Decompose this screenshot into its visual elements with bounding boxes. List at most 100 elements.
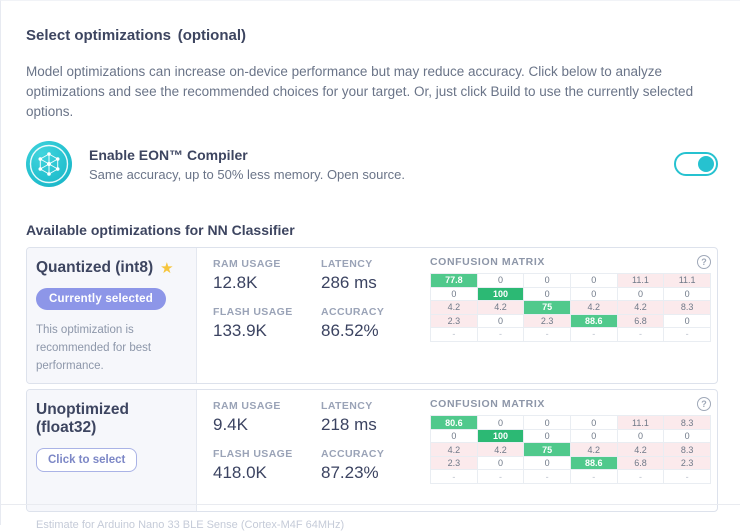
matrix-cell: 4.2 (616, 300, 665, 315)
matrix-row: 2.3 0 0 88.6 6.8 2.3 (430, 455, 711, 471)
matrix-cell: 0 (523, 455, 571, 471)
matrix-cell: 6.8 (616, 313, 665, 328)
matrix-cell: - (616, 469, 665, 484)
confusion-matrix-title: CONFUSION MATRIX (430, 398, 545, 411)
eon-network-icon (26, 141, 72, 187)
matrix-cell: 0 (523, 415, 571, 430)
matrix-cell: 0 (523, 428, 571, 444)
help-icon[interactable]: ? (697, 255, 711, 269)
stat: ACCURACY 87.23% (321, 448, 431, 483)
optimization-card[interactable]: Quantized (int8) ★ Currently selected Th… (26, 247, 718, 385)
matrix-cell: - (430, 327, 478, 342)
matrix-cell: 0 (476, 455, 525, 471)
matrix-cell: - (616, 327, 665, 342)
option-summary: Quantized (int8) ★ Currently selected Th… (27, 248, 197, 384)
matrix-cell: 0 (476, 415, 525, 430)
stat-label: FLASH USAGE (213, 448, 293, 461)
matrix-cell: 77.8 (430, 273, 478, 288)
stat-label: RAM USAGE (213, 258, 281, 270)
matrix-cell: 2.3 (430, 313, 478, 328)
matrix-cell: 100 (476, 428, 525, 444)
matrix-cell: 0 (569, 286, 618, 301)
matrix-cell: - (476, 469, 525, 484)
stat-value: 418.0K (213, 463, 267, 483)
click-to-select-button[interactable]: Click to select (36, 448, 138, 473)
stat-value: 133.9K (213, 321, 267, 340)
estimate-note: Estimate for Arduino Nano 33 BLE Sense (… (36, 519, 345, 531)
matrix-cell: 11.1 (616, 273, 665, 288)
matrix-cell: - (523, 469, 571, 484)
option-title: Unoptimized (float32) (36, 401, 129, 437)
stat: ACCURACY 86.52% (321, 306, 431, 341)
matrix-row: 80.6 0 0 0 11.1 8.3 (430, 415, 711, 430)
matrix-cell: 0 (569, 273, 618, 288)
matrix-cell: 4.2 (476, 442, 525, 457)
matrix-cell: 4.2 (616, 442, 665, 457)
matrix-cell: 8.3 (663, 442, 711, 457)
matrix-cell: - (476, 327, 525, 342)
matrix-cell: 11.1 (616, 415, 665, 430)
matrix-cell: 0 (663, 286, 711, 301)
matrix-cell: 0 (523, 273, 571, 288)
options-list: Quantized (int8) ★ Currently selected Th… (26, 247, 718, 513)
stat: FLASH USAGE 133.9K (213, 306, 321, 341)
matrix-cell: 88.6 (569, 455, 618, 471)
matrix-cell: 0 (616, 428, 665, 444)
confusion-matrix-block: CONFUSION MATRIX ? 80.6 0 0 0 11.1 8.3 0 100 0 0 0… (429, 390, 717, 511)
help-icon[interactable]: ? (697, 397, 711, 412)
matrix-cell: 4.2 (476, 300, 525, 315)
matrix-cell: 88.6 (569, 313, 618, 328)
option-stats: RAM USAGE 12.8K LATENCY 286 ms FLASH USAGE 13… (197, 248, 429, 383)
confusion-matrix-table: 77.8 0 0 0 11.1 11.1 0 100 0 0 0 0 4.2 4.2 75 4.2 4.2 8.3… (430, 273, 711, 342)
stat: FLASH USAGE 418.0K (213, 448, 321, 483)
matrix-cell: 11.1 (663, 273, 711, 288)
matrix-row: 4.2 4.2 75 4.2 4.2 8.3 (430, 442, 711, 457)
eon-toggle-knob (698, 156, 714, 172)
matrix-row: ------ (430, 469, 711, 484)
stat-value: 87.23% (321, 463, 379, 483)
stat-value: 12.8K (213, 273, 258, 292)
matrix-row: 77.8 0 0 0 11.1 11.1 (430, 273, 711, 288)
stat-label: LATENCY (321, 258, 373, 270)
matrix-row: 4.2 4.2 75 4.2 4.2 8.3 (430, 300, 711, 315)
currently-selected-badge: Currently selected (36, 288, 166, 310)
stat-label: ACCURACY (321, 306, 385, 318)
neural-network-glyph (29, 144, 69, 184)
matrix-cell: 4.2 (569, 300, 618, 315)
matrix-cell: 100 (476, 286, 525, 301)
page-description: Model optimizations can increase on-devi… (26, 64, 694, 119)
matrix-cell: 80.6 (430, 415, 478, 430)
matrix-cell: 2.3 (663, 455, 711, 471)
optimization-card[interactable]: Unoptimized (float32) Click to select RA… (26, 389, 718, 513)
stat: RAM USAGE 12.8K (213, 258, 321, 293)
stat: LATENCY 218 ms (321, 400, 431, 435)
confusion-matrix-title: CONFUSION MATRIX (430, 256, 545, 268)
eon-title: Enable EON™ Compiler (89, 146, 248, 163)
stat-value: 86.52% (321, 321, 379, 340)
matrix-cell: 0 (569, 415, 618, 430)
confusion-matrix-block: CONFUSION MATRIX ? 77.8 0 0 0 11.1 11.1 0 100 0 0… (429, 248, 717, 383)
confusion-matrix-table: 80.6 0 0 0 11.1 8.3 0 100 0 0 0 0 4.2 4.2 75 4.2 4.2 8.3 2… (430, 415, 711, 484)
matrix-cell: - (523, 327, 571, 342)
stat-value: 218 ms (321, 415, 377, 435)
eon-compiler-row: Enable EON™ Compiler Same accuracy, up t… (26, 141, 718, 187)
matrix-cell: 0 (476, 273, 525, 288)
matrix-row: 2.3 0 2.3 88.6 6.8 0 (430, 313, 711, 328)
matrix-cell: 4.2 (569, 442, 618, 457)
stat-label: RAM USAGE (213, 400, 281, 413)
stat-label: ACCURACY (321, 448, 385, 461)
stat-label: FLASH USAGE (213, 306, 293, 318)
option-stats: RAM USAGE 9.4K LATENCY 218 ms FLASH USAGE 418… (197, 390, 429, 511)
matrix-cell: - (569, 469, 618, 484)
eon-toggle[interactable] (674, 152, 718, 176)
matrix-cell: 0 (616, 286, 665, 301)
matrix-cell: 75 (523, 442, 571, 457)
matrix-cell: 0 (569, 428, 618, 444)
matrix-cell: 75 (523, 300, 571, 315)
matrix-cell: 8.3 (663, 300, 711, 315)
matrix-cell: 0 (523, 286, 571, 301)
matrix-cell: 2.3 (523, 313, 571, 328)
matrix-row: 0 100 0 0 0 0 (430, 286, 711, 301)
section-divider (1, 504, 740, 505)
